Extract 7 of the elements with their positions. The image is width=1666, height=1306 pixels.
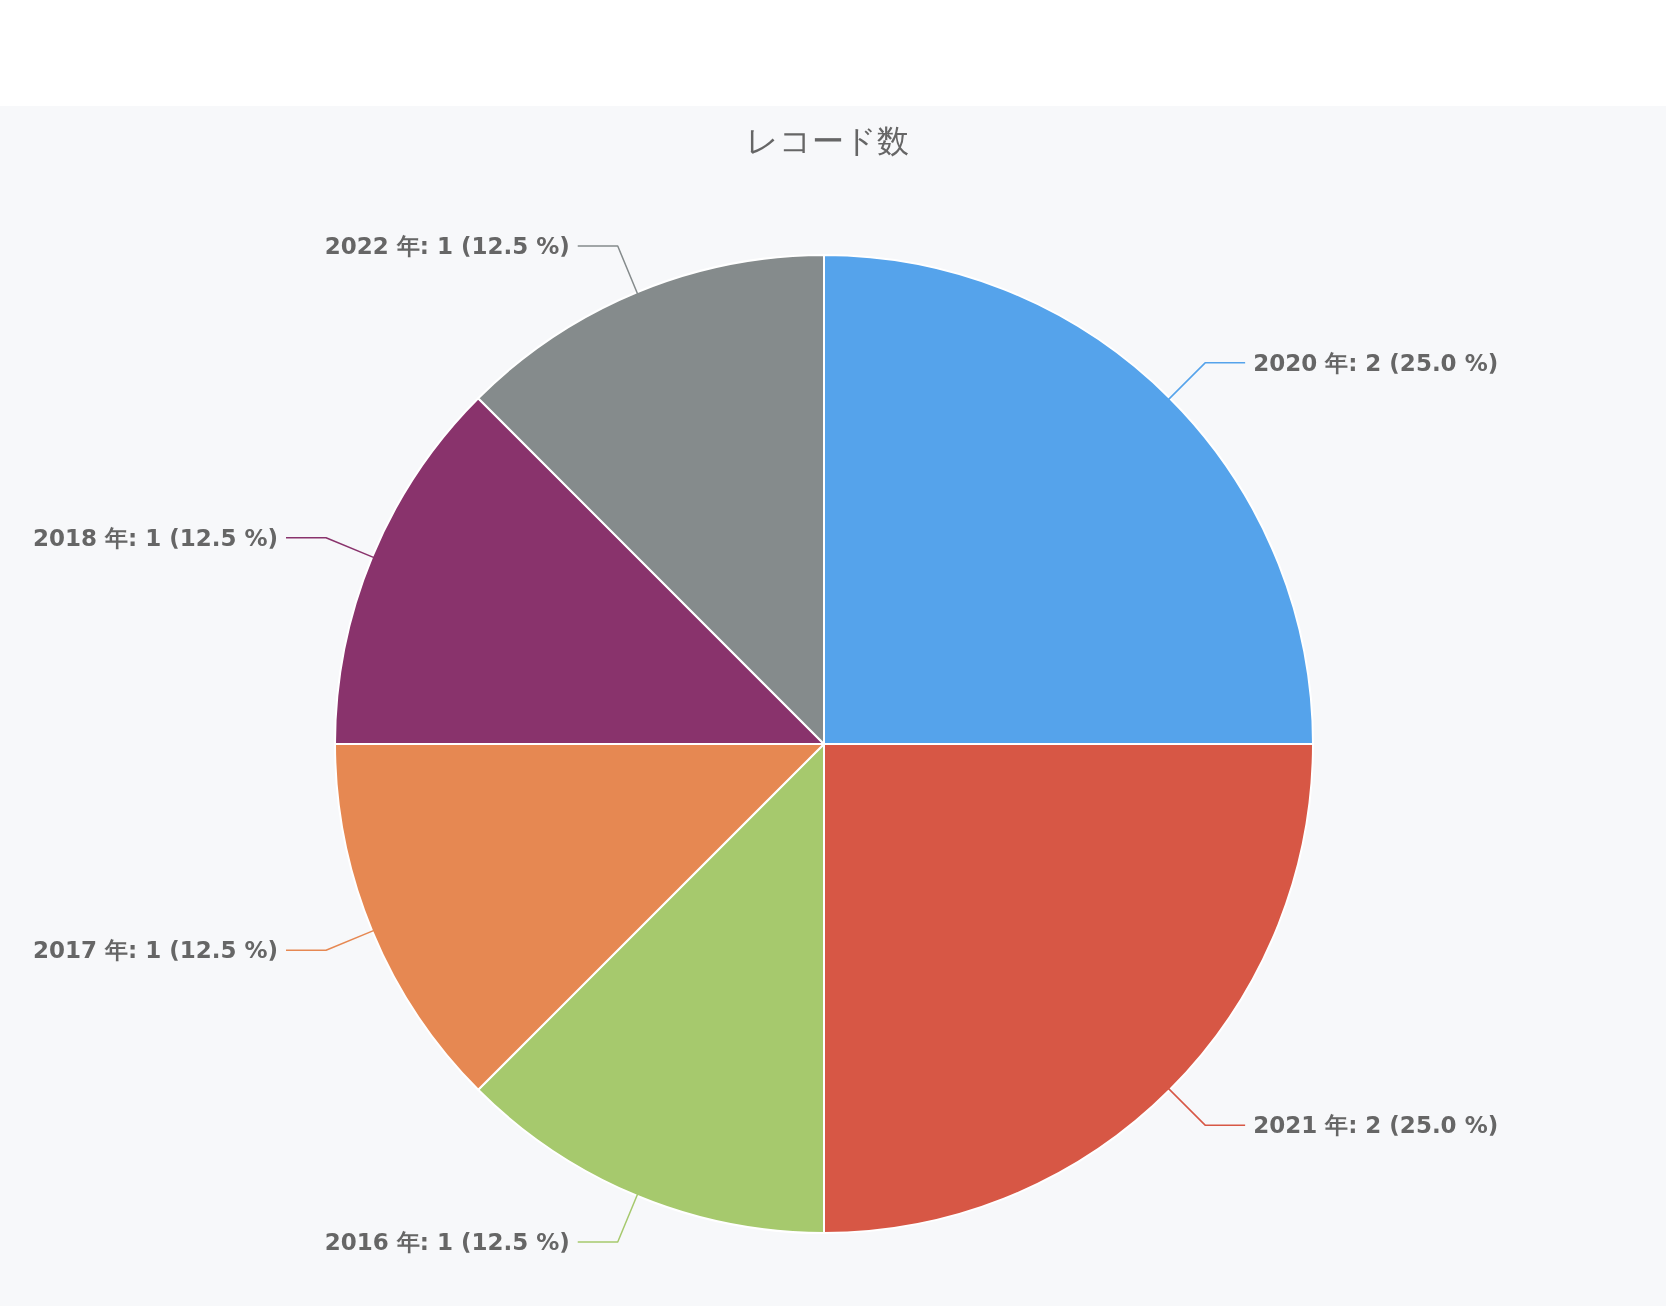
slice-label: 2022 年: 1 (12.5 %) <box>324 233 570 260</box>
slice-label: 2016 年: 1 (12.5 %) <box>324 1228 570 1255</box>
slice-label: 2020 年: 2 (25.0 %) <box>1253 349 1499 376</box>
slice-label: 2018 年: 1 (12.5 %) <box>32 524 279 551</box>
chart-title: レコード数 <box>745 122 909 160</box>
slice-label: 2021 年: 2 (25.0 %) <box>1253 1112 1499 1139</box>
slice-label: 2017 年: 1 (12.5 %) <box>32 937 279 964</box>
